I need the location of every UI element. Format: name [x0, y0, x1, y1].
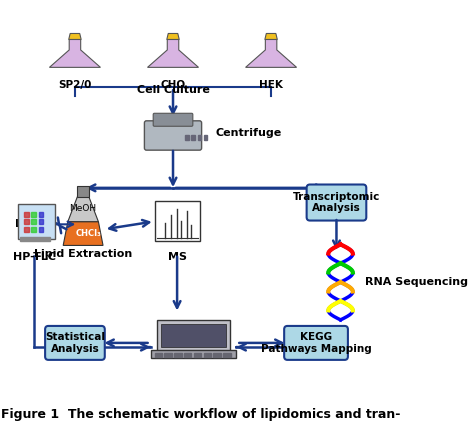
Text: MeOH: MeOH — [70, 204, 97, 213]
Bar — [38, 219, 44, 224]
Bar — [191, 135, 195, 140]
Bar — [198, 135, 201, 140]
Text: Figure 1  The schematic workflow of lipidomics and tran-: Figure 1 The schematic workflow of lipid… — [1, 408, 401, 421]
Bar — [204, 353, 211, 357]
FancyBboxPatch shape — [77, 186, 89, 197]
Text: CHCl₃: CHCl₃ — [75, 229, 101, 238]
FancyBboxPatch shape — [45, 326, 105, 360]
Text: KEGG
Pathways Mapping: KEGG Pathways Mapping — [261, 332, 372, 354]
Text: MS: MS — [168, 252, 187, 262]
FancyBboxPatch shape — [18, 204, 55, 239]
Text: Cell Culture: Cell Culture — [137, 85, 210, 95]
Text: Transcriptomic
Analysis: Transcriptomic Analysis — [293, 192, 380, 213]
FancyBboxPatch shape — [153, 113, 193, 126]
Text: Lipids: Lipids — [16, 219, 50, 230]
FancyBboxPatch shape — [161, 324, 226, 347]
Text: Centrifuge: Centrifuge — [216, 128, 282, 139]
Text: HP-TLC: HP-TLC — [13, 252, 55, 262]
Polygon shape — [63, 222, 103, 246]
Bar — [164, 353, 172, 357]
FancyBboxPatch shape — [157, 320, 230, 351]
Text: Lipid Extraction: Lipid Extraction — [34, 249, 132, 259]
Bar — [31, 212, 36, 217]
FancyBboxPatch shape — [307, 184, 366, 221]
Bar — [223, 353, 231, 357]
Text: CHO: CHO — [161, 80, 186, 90]
Bar — [24, 212, 29, 217]
Bar — [31, 227, 36, 232]
Polygon shape — [265, 34, 277, 40]
Bar — [38, 212, 44, 217]
Text: HEK: HEK — [259, 80, 283, 90]
Bar — [24, 227, 29, 232]
Text: SP2/0: SP2/0 — [58, 80, 91, 90]
Bar — [155, 353, 162, 357]
Polygon shape — [147, 40, 199, 68]
Bar — [24, 219, 29, 224]
Bar — [174, 353, 182, 357]
Polygon shape — [69, 34, 81, 40]
Text: Statistical
Analysis: Statistical Analysis — [45, 332, 105, 354]
FancyBboxPatch shape — [155, 201, 200, 241]
Bar — [20, 237, 50, 241]
Bar — [38, 227, 44, 232]
Text: RNA Sequencing: RNA Sequencing — [365, 277, 468, 287]
Polygon shape — [167, 34, 179, 40]
FancyBboxPatch shape — [284, 326, 348, 360]
FancyBboxPatch shape — [151, 350, 237, 357]
Bar — [194, 353, 201, 357]
Polygon shape — [68, 197, 99, 222]
FancyBboxPatch shape — [145, 121, 201, 150]
Polygon shape — [246, 40, 297, 68]
Bar — [213, 353, 221, 357]
Bar — [204, 135, 207, 140]
Bar — [185, 135, 189, 140]
Bar — [31, 219, 36, 224]
Polygon shape — [49, 40, 100, 68]
Bar — [184, 353, 191, 357]
